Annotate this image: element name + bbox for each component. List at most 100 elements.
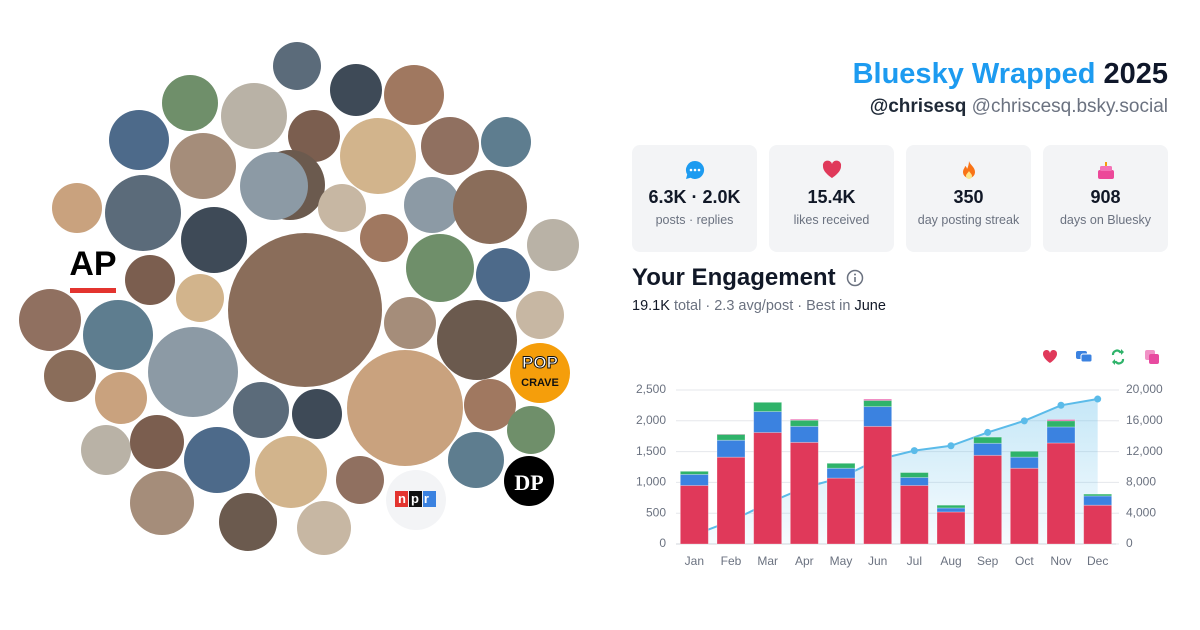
bar-segment (863, 406, 893, 427)
avatar-logo-bar (70, 288, 116, 293)
avatar (44, 350, 96, 402)
header: Bluesky Wrapped 2025 @chrisesq @chrisces… (853, 56, 1168, 120)
avatar (404, 177, 460, 233)
bar-segment (863, 425, 893, 545)
bar-segment (826, 467, 856, 479)
stat-label: days on Bluesky (1059, 213, 1152, 227)
x-tick-label: Jun (868, 554, 887, 568)
stat-icon (1097, 162, 1114, 179)
avatar (181, 207, 247, 273)
bar-segment (899, 477, 929, 486)
stat-icon (685, 160, 704, 179)
stat-card: 350 day posting streak (906, 145, 1031, 252)
bar-segment (826, 462, 856, 469)
y2-tick-label: 0 (1126, 536, 1133, 550)
best-month: June (854, 298, 886, 314)
engagement-heading: Your Engagement (632, 262, 886, 294)
legend-icon[interactable] (1042, 349, 1058, 363)
engagement-total: 19.1K (632, 298, 670, 314)
avatar (148, 327, 238, 417)
avatar (233, 382, 289, 438)
avatar (228, 233, 382, 387)
stat-value: 350 (953, 187, 984, 207)
avatar (219, 493, 277, 551)
avatar (297, 501, 351, 555)
bar-segment (1009, 456, 1039, 469)
avatar (65, 237, 121, 293)
y2-tick-label: 20,000 (1126, 382, 1163, 396)
bar-segment (789, 441, 819, 545)
bar-segment (1046, 419, 1076, 422)
bar-segment (753, 401, 783, 412)
engagement-chart: 0 500 1,000 1,500 2,000 2,500 0 4,000 8,000 12,00… (636, 349, 1163, 568)
legend-icon[interactable] (1076, 351, 1093, 363)
avatar (516, 291, 564, 339)
avatar (221, 83, 287, 149)
x-tick-label: Nov (1050, 554, 1071, 568)
bar-segment (1083, 493, 1113, 497)
y-tick-label: 2,000 (636, 413, 666, 427)
stat-label: likes received (793, 213, 870, 227)
x-tick-label: Aug (940, 554, 961, 568)
avatar (288, 110, 340, 162)
legend-icon[interactable] (1111, 349, 1125, 365)
avatar (125, 255, 175, 305)
bar-segment (826, 477, 856, 545)
avatar-logo-text: DP (514, 470, 543, 495)
avatar (105, 175, 181, 251)
avatar (273, 42, 321, 90)
x-tick-label: Feb (721, 554, 742, 568)
avatar (170, 133, 236, 199)
avatar (453, 170, 527, 244)
avatar (437, 300, 517, 380)
x-tick-label: May (830, 554, 853, 568)
legend-icon[interactable] (1145, 350, 1159, 364)
bar-segment (679, 473, 709, 486)
avatar-cluster: AP POP CRAVE npr DP (19, 42, 579, 555)
avatar (384, 297, 436, 349)
avatar (464, 379, 516, 431)
avatar (292, 389, 342, 439)
bar-segment (1009, 467, 1039, 545)
stat-card: 6.3K · 2.0K posts · replies (632, 145, 757, 252)
bar-segment (899, 472, 929, 478)
avatar-logo-text: CRAVE (521, 377, 559, 389)
title-brand: Bluesky Wrapped (852, 58, 1096, 90)
bar-segment (973, 442, 1003, 456)
bar-segment (936, 504, 966, 509)
info-icon[interactable] (846, 269, 864, 287)
y-tick-label: 0 (659, 536, 666, 550)
avatar (184, 427, 250, 493)
bar-segment (973, 454, 1003, 545)
bar-segment (863, 400, 893, 408)
avatar (336, 456, 384, 504)
avatar (162, 75, 218, 131)
avatar-logo-box (395, 491, 408, 507)
avatar-logo-text: POP (522, 353, 558, 372)
bar-segment (716, 456, 746, 545)
bar-segment (899, 485, 929, 545)
stat-label: day posting streak (917, 213, 1020, 227)
y2-tick-label: 4,000 (1126, 505, 1156, 519)
avatar-logo-box (423, 491, 436, 507)
avatar (340, 118, 416, 194)
avatar-logo-box (409, 491, 422, 507)
stat-card: 908 days on Bluesky (1043, 145, 1168, 252)
avatar-logo-text: npr (398, 491, 434, 506)
stat-card: 15.4K likes received (769, 145, 894, 252)
avatar (19, 289, 81, 351)
avatar (360, 214, 408, 262)
avatar (240, 152, 308, 220)
bar-segment (863, 398, 893, 401)
y2-tick-label: 16,000 (1126, 413, 1163, 427)
stat-icon (962, 161, 975, 179)
avatar (255, 436, 327, 508)
avatar (510, 343, 570, 403)
bar-segment (936, 507, 966, 513)
domain-handle: @chriscesq.bsky.social (971, 96, 1168, 117)
stat-icon (822, 160, 841, 178)
line-point (1057, 401, 1065, 409)
title-year: 2025 (1103, 58, 1168, 90)
avatar (52, 183, 102, 233)
avatar (130, 415, 184, 469)
